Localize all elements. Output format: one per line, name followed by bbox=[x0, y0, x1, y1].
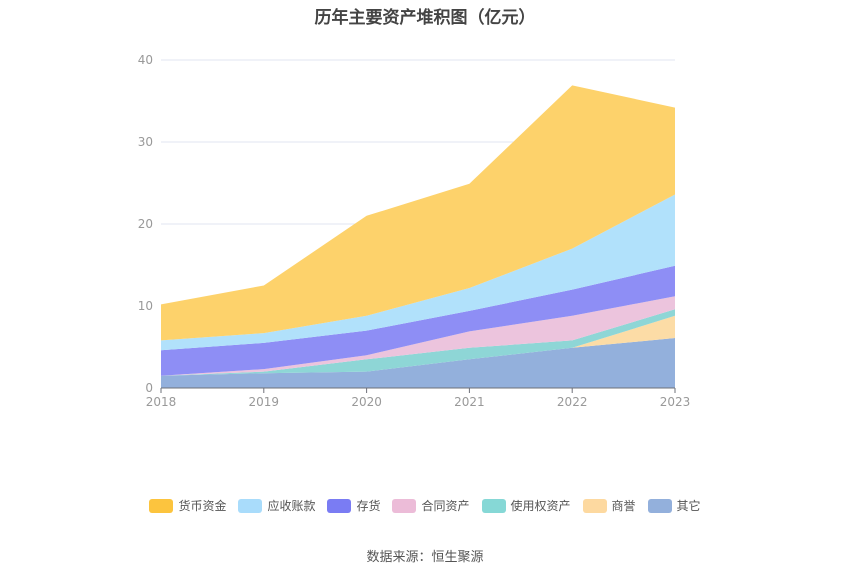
x-tick-label: 2023 bbox=[660, 395, 691, 409]
legend-label: 应收账款 bbox=[267, 499, 316, 513]
legend-item[interactable]: 应收账款 bbox=[238, 497, 315, 514]
legend-label: 存货 bbox=[356, 499, 381, 513]
legend-item[interactable]: 货币资金 bbox=[149, 497, 226, 514]
legend-swatch bbox=[149, 498, 174, 513]
legend-item[interactable]: 合同资产 bbox=[392, 497, 470, 514]
y-tick-label: 40 bbox=[138, 53, 153, 67]
legend-item[interactable]: 使用权资产 bbox=[481, 497, 571, 514]
y-tick-label: 30 bbox=[138, 135, 153, 149]
x-tick-label: 2021 bbox=[454, 395, 485, 409]
y-tick-label: 0 bbox=[145, 381, 153, 395]
data-source-note: 数据来源：恒生聚源 bbox=[366, 550, 484, 565]
area-series-合同资产 bbox=[161, 296, 675, 376]
legend-swatch bbox=[481, 498, 506, 513]
y-tick-label: 10 bbox=[138, 299, 153, 313]
area-series-其它 bbox=[161, 338, 675, 388]
legend-swatch bbox=[392, 498, 417, 513]
x-tick-label: 2020 bbox=[351, 395, 382, 409]
area-series bbox=[161, 85, 675, 388]
legend: 货币资金 应收账款 存货 合同资产 使用权资产 商誉 其它 bbox=[0, 497, 850, 514]
legend-swatch bbox=[647, 498, 672, 513]
legend-label: 合同资产 bbox=[421, 499, 470, 513]
legend-item[interactable]: 商誉 bbox=[582, 497, 636, 514]
legend-item[interactable]: 存货 bbox=[327, 497, 380, 514]
legend-swatch bbox=[238, 498, 263, 513]
chart-title: 历年主要资产堆积图（亿元） bbox=[314, 8, 536, 28]
legend-label: 其它 bbox=[676, 499, 701, 513]
axes: 0 10 20 30 40 2018 2019 2020 2021 2022 2023 bbox=[138, 53, 691, 409]
legend-swatch bbox=[582, 498, 607, 513]
x-tick-label: 2018 bbox=[146, 395, 177, 409]
legend-label: 商誉 bbox=[611, 499, 636, 513]
legend-swatch bbox=[327, 498, 352, 513]
legend-item[interactable]: 其它 bbox=[647, 497, 701, 514]
x-tick-label: 2022 bbox=[557, 395, 588, 409]
legend-label: 使用权资产 bbox=[510, 499, 571, 513]
area-series-使用权资产 bbox=[161, 309, 675, 376]
legend-label: 货币资金 bbox=[178, 499, 227, 513]
area-series-货币资金 bbox=[161, 85, 675, 341]
y-tick-label: 20 bbox=[138, 217, 153, 231]
x-tick-label: 2019 bbox=[249, 395, 280, 409]
area-series-应收账款 bbox=[161, 194, 675, 351]
